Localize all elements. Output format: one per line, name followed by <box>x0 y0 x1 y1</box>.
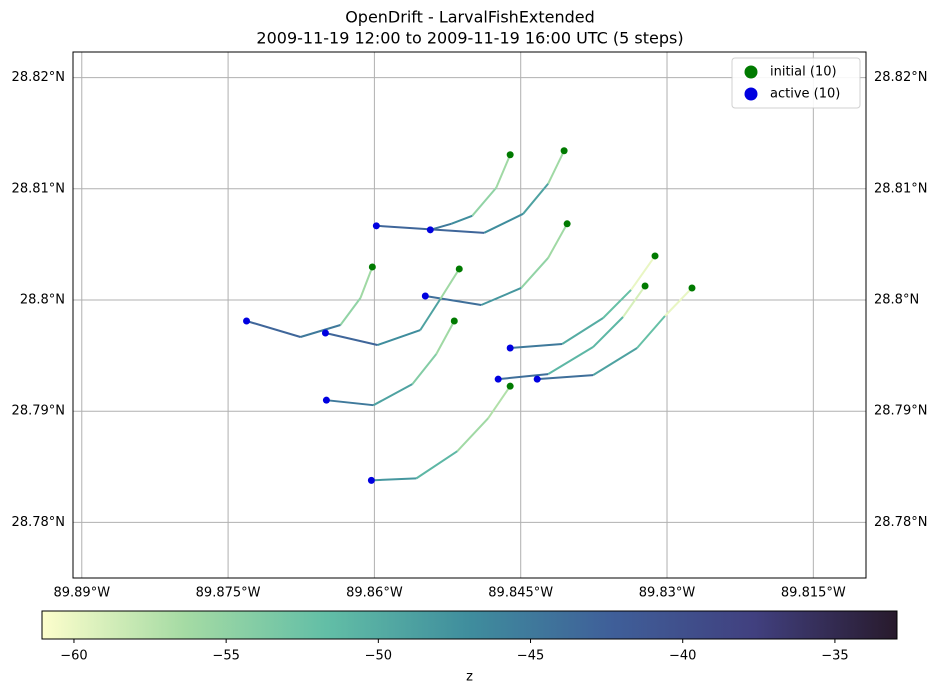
trajectory-segment <box>359 266 374 299</box>
trajectory-segment <box>547 223 569 259</box>
active-point <box>426 226 434 234</box>
colorbar <box>41 610 898 640</box>
active-point <box>506 344 514 352</box>
colorbar-tick-label: −45 <box>517 649 544 664</box>
active-point <box>421 292 429 300</box>
active-point <box>533 375 541 383</box>
y-tick-label-right: 28.82°N <box>874 70 927 85</box>
trajectory-segment <box>520 257 549 289</box>
y-tick-label-right: 28.8°N <box>874 292 919 307</box>
colorbar-tick-label: −50 <box>365 649 392 664</box>
trajectory-segment <box>456 417 489 452</box>
legend-marker <box>744 87 758 101</box>
trajectory-segment <box>547 150 566 185</box>
legend-label: initial (10) <box>770 65 837 80</box>
y-tick-label-right: 28.78°N <box>874 515 927 530</box>
trajectory-segment <box>439 268 461 300</box>
y-tick-label: 28.81°N <box>12 181 65 196</box>
legend-box <box>731 57 861 109</box>
trajectory-segment <box>602 289 632 319</box>
x-tick-label: 89.83°W <box>639 586 696 601</box>
active-point <box>367 476 375 484</box>
trajectory-segment <box>636 315 666 349</box>
initial-point <box>563 220 571 228</box>
initial-point <box>506 382 514 390</box>
trajectory-segment <box>377 329 421 346</box>
active-point <box>321 329 329 337</box>
legend-label: active (10) <box>770 87 840 102</box>
trajectory-segment <box>435 320 456 355</box>
colorbar-tick-label: −40 <box>669 649 696 664</box>
trajectory-segment <box>522 183 549 215</box>
y-tick-label: 28.8°N <box>20 292 65 307</box>
trajectory-segment <box>415 450 458 480</box>
trajectory-segment <box>480 287 522 306</box>
initial-point <box>560 147 568 155</box>
trajectory-segment <box>622 285 646 318</box>
colorbar-tick-label: −35 <box>821 649 848 664</box>
colorbar-label: z <box>466 670 473 685</box>
x-tick-label: 89.875°W <box>196 586 261 601</box>
trajectory-segment <box>592 347 638 377</box>
y-tick-label-right: 28.79°N <box>874 404 927 419</box>
active-point <box>372 222 380 230</box>
trajectory-segment <box>561 317 604 345</box>
trajectory-segment <box>419 298 442 331</box>
trajectory-segment <box>325 332 378 346</box>
trajectory-segment <box>372 383 413 407</box>
trajectory-segment <box>371 477 417 482</box>
trajectory-segment <box>300 324 341 338</box>
active-point <box>322 396 330 404</box>
trajectory-segment <box>630 255 656 291</box>
trajectory-segment <box>592 316 624 348</box>
trajectory-segment <box>547 346 594 376</box>
initial-point <box>506 151 514 159</box>
active-point <box>494 375 502 383</box>
chart-title: OpenDrift - LarvalFishExtended <box>345 8 595 27</box>
trajectory-segment <box>411 353 438 385</box>
initial-point <box>641 282 649 290</box>
x-tick-label: 89.86°W <box>346 586 403 601</box>
trajectory-segment <box>537 374 594 381</box>
trajectory-segment <box>495 154 512 189</box>
trajectory-segment <box>471 187 497 217</box>
legend-marker <box>744 65 758 79</box>
trajectory-segment <box>246 320 301 338</box>
trajectory-segment <box>326 399 374 407</box>
plot-frame <box>72 51 867 579</box>
trajectory-segment <box>487 385 511 419</box>
active-point <box>243 317 251 325</box>
trajectory-segment <box>425 294 482 306</box>
colorbar-tick-label: −60 <box>60 649 87 664</box>
initial-point <box>455 265 463 273</box>
y-tick-label: 28.82°N <box>12 70 65 85</box>
initial-point <box>651 252 659 260</box>
trajectory-segment <box>510 343 563 350</box>
chart-subtitle: 2009-11-19 12:00 to 2009-11-19 16:00 UTC… <box>256 29 683 48</box>
x-tick-label: 89.815°W <box>781 586 846 601</box>
initial-point <box>688 284 696 292</box>
trajectory-segment <box>450 214 473 225</box>
initial-point <box>450 317 458 325</box>
y-tick-label-right: 28.81°N <box>874 181 927 196</box>
colorbar-tick-label: −55 <box>212 649 239 664</box>
x-tick-label: 89.845°W <box>488 586 553 601</box>
y-tick-label: 28.79°N <box>12 404 65 419</box>
initial-point <box>368 263 376 271</box>
trajectory-segment <box>498 373 549 381</box>
trajectory-segment <box>664 287 693 317</box>
y-tick-label: 28.78°N <box>12 515 65 530</box>
trajectory-segment <box>339 297 362 326</box>
trajectory-segment <box>483 212 524 234</box>
x-tick-label: 89.89°W <box>53 586 110 601</box>
